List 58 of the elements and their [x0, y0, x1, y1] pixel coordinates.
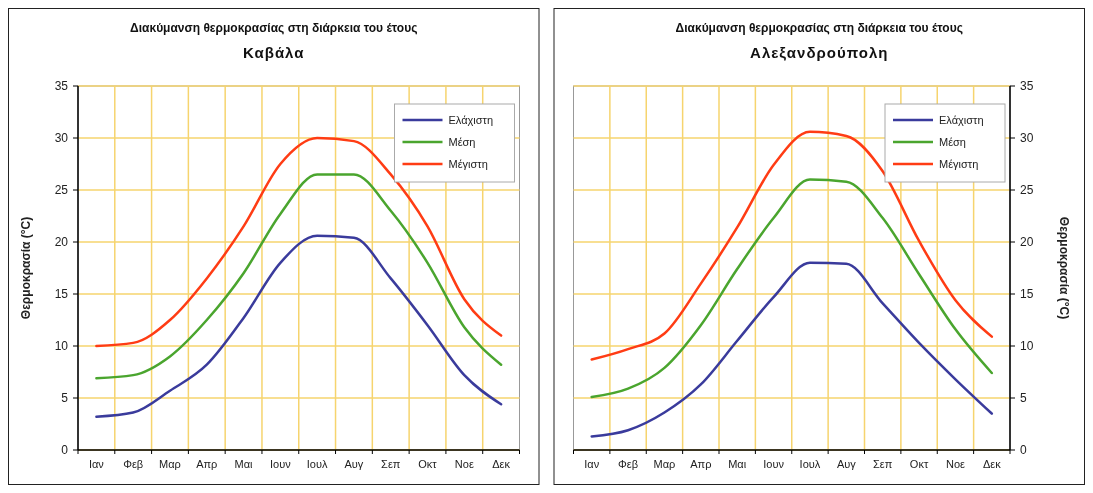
y2-tick-label: 5	[1020, 391, 1027, 405]
y2-tick-label: 25	[1020, 183, 1034, 197]
y2-tick-label: 35	[1020, 79, 1034, 93]
x-tick-label: Σεπ	[381, 458, 401, 470]
x-tick-label: Ιουλ	[306, 458, 328, 470]
x-tick-label: Ιουν	[270, 458, 292, 470]
legend-label: Ελάχιστη	[448, 114, 493, 126]
y-tick-label: 30	[54, 131, 69, 145]
y2-tick-label: 0	[1020, 443, 1027, 457]
chart-title: Διακύμανση θερμοκρασίας στη διάρκεια του έτους	[130, 21, 418, 35]
chart-subtitle: Καβάλα	[243, 44, 305, 61]
x-tick-label: Δεκ	[982, 458, 1002, 470]
x-tick-label: Ιαν	[584, 458, 600, 470]
x-tick-label: Ιουλ	[799, 458, 821, 470]
line-series	[590, 130, 994, 361]
legend-label: Μέση	[448, 136, 476, 148]
x-tick-label: Νοε	[454, 458, 474, 470]
x-tick-label: Αυγ	[836, 458, 857, 470]
y-tick-label: 25	[54, 183, 69, 197]
y-axis-title: Θερμοκρασία (°C)	[19, 216, 33, 320]
legend-label: Μέση	[939, 136, 966, 148]
line-series	[590, 261, 994, 438]
y2-tick-label: 30	[1020, 131, 1034, 145]
x-tick-label: Αυγ	[344, 458, 364, 470]
x-tick-label: Ιαν	[88, 458, 105, 470]
x-tick-label: Οκτ	[909, 458, 929, 470]
x-tick-label: Ιουν	[763, 458, 785, 470]
legend-label: Ελάχιστη	[939, 114, 984, 126]
chart-title: Διακύμανση θερμοκρασίας στη διάρκεια του έτους	[675, 21, 963, 35]
y2-axis-title: Θερμοκρασία (°C)	[1057, 216, 1071, 320]
y-tick-label: 15	[54, 287, 69, 301]
y-tick-label: 5	[61, 391, 69, 405]
y2-tick-label: 10	[1020, 339, 1034, 353]
y-tick-label: 0	[61, 443, 69, 457]
line-series	[590, 178, 994, 399]
x-tick-label: Φεβ	[123, 458, 144, 470]
x-tick-label: Σεπ	[873, 458, 893, 470]
chart-subtitle: Αλεξανδρούπολη	[750, 44, 889, 61]
y2-tick-label: 15	[1020, 287, 1034, 301]
x-tick-label: Μαρ	[653, 458, 676, 470]
line-series	[95, 136, 503, 348]
x-tick-label: Δεκ	[492, 458, 511, 470]
line-series	[95, 234, 503, 418]
y-tick-label: 35	[54, 79, 69, 93]
line-series	[95, 173, 503, 380]
x-tick-label: Μαρ	[159, 458, 181, 470]
x-tick-label: Οκτ	[418, 458, 438, 470]
legend-label: Μέγιστη	[448, 158, 488, 170]
x-tick-label: Μαι	[234, 458, 254, 470]
y-tick-label: 20	[54, 235, 69, 249]
x-tick-label: Μαι	[728, 458, 747, 470]
legend-label: Μέγιστη	[939, 158, 979, 170]
x-tick-label: Απρ	[196, 458, 218, 470]
x-tick-label: Φεβ	[618, 458, 639, 470]
x-tick-label: Απρ	[690, 458, 712, 470]
y2-tick-label: 20	[1020, 235, 1034, 249]
y-tick-label: 10	[54, 339, 69, 353]
x-tick-label: Νοε	[945, 458, 966, 470]
